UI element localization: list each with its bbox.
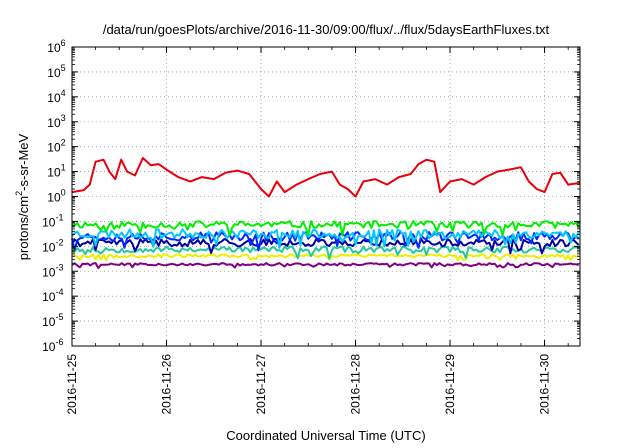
x-tick-label: 2016-11-25 — [65, 354, 79, 415]
y-tick-label: 10-6 — [42, 337, 63, 354]
series-line — [71, 220, 580, 237]
y-axis-label: protons/cm2-s-sr-MeV — [14, 133, 31, 260]
y-tick-label: 102 — [47, 138, 65, 155]
x-tick-label: 2016-11-27 — [254, 354, 268, 415]
y-tick-label: 103 — [47, 113, 65, 130]
y-tick-label: 104 — [47, 88, 65, 105]
x-tick-label: 2016-11-28 — [349, 354, 363, 415]
chart-title: /data/run/goesPlots/archive/2016-11-30/0… — [103, 22, 550, 37]
y-tick-label: 105 — [47, 63, 65, 80]
series-line — [71, 231, 580, 252]
x-axis-label: Coordinated Universal Time (UTC) — [226, 428, 425, 443]
series-line — [71, 245, 579, 260]
y-tick-label: 106 — [47, 38, 65, 55]
data-series — [71, 157, 581, 269]
y-tick-label: 10-2 — [42, 237, 63, 254]
series-line — [71, 262, 579, 269]
y-tick-label: 100 — [47, 188, 65, 205]
series-line — [71, 238, 580, 255]
y-tick-label: 10-1 — [42, 212, 63, 229]
series-line — [71, 253, 580, 262]
series-line — [71, 157, 581, 198]
y-tick-label: 10-4 — [42, 287, 63, 304]
x-tick-label: 2016-11-30 — [538, 354, 552, 415]
y-tick-label: 10-5 — [42, 312, 63, 329]
x-tick-label: 2016-11-29 — [443, 354, 457, 415]
y-tick-label: 101 — [47, 163, 65, 180]
x-tick-label: 2016-11-26 — [160, 354, 174, 415]
series-line — [71, 228, 580, 249]
y-axis: 10-6 10-5 10-4 10-3 10-2 10-1 100 101 102 103 104 1… — [42, 38, 580, 354]
y-tick-label: 10-3 — [42, 262, 63, 279]
plot-frame — [71, 46, 581, 347]
grid — [72, 47, 580, 346]
